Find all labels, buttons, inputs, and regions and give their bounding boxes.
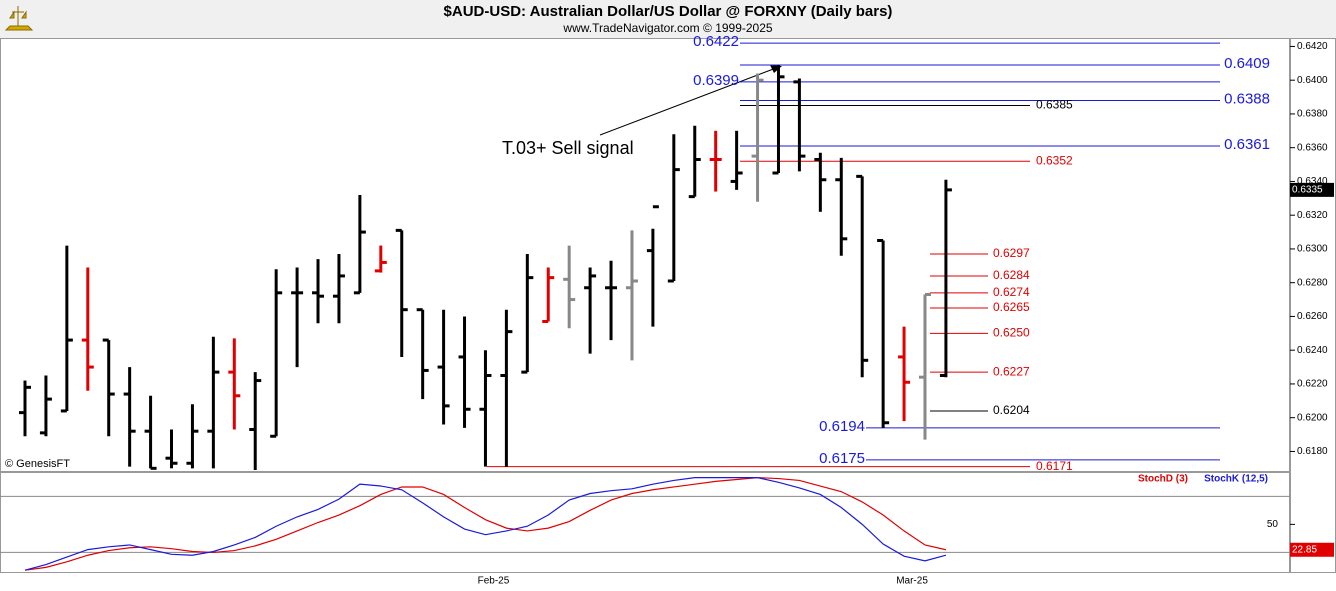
y-tick-label: 0.6280 — [1297, 277, 1328, 288]
arrow-head — [770, 65, 782, 73]
y-tick-label: 0.6420 — [1297, 41, 1328, 52]
level-label: 0.6422 — [693, 33, 739, 50]
y-tick-label: 0.6220 — [1297, 379, 1328, 390]
y-tick-label: 0.6320 — [1297, 210, 1328, 221]
price-pane — [0, 38, 1290, 472]
level-label: 0.6194 — [819, 418, 865, 435]
level-label: 0.6399 — [693, 72, 739, 89]
axis-area — [1290, 38, 1336, 573]
y-tick-label: 0.6400 — [1297, 75, 1328, 86]
stoch-line — [24, 477, 947, 571]
level-label: 0.6388 — [1224, 90, 1270, 107]
x-tick-label: Mar-25 — [896, 576, 928, 587]
level-label: 0.6409 — [1224, 55, 1270, 72]
y-tick-label: 0.6380 — [1297, 109, 1328, 120]
level-label: 0.6171 — [1036, 459, 1073, 473]
level-label: 0.6385 — [1036, 98, 1073, 112]
y-tick-label: 0.6200 — [1297, 412, 1328, 423]
title-bar — [0, 0, 1336, 38]
level-label: 0.6361 — [1224, 136, 1270, 153]
annotation: T.03+ Sell signal — [502, 138, 634, 158]
y-tick-label: 0.6240 — [1297, 345, 1328, 356]
legend-entry: StochD (3) — [1138, 474, 1188, 485]
chart-subtitle: www.TradeNavigator.com © 1999-2025 — [562, 21, 772, 35]
stoch-pane — [0, 472, 1290, 573]
watermark: © GenesisFT — [5, 458, 70, 470]
logo — [4, 6, 34, 31]
last-price-box — [1290, 182, 1334, 197]
y-tick-label: 0.6300 — [1297, 244, 1328, 255]
y-tick-label: 0.6260 — [1297, 311, 1328, 322]
y-tick-label: 0.6360 — [1297, 142, 1328, 153]
stoch-line — [24, 477, 947, 571]
y-tick-label: 50 — [1267, 519, 1279, 530]
x-tick-label: Feb-25 — [478, 576, 510, 587]
level-label: 0.6250 — [993, 325, 1030, 339]
annotation-arrow — [599, 67, 777, 136]
level-label: 0.6284 — [993, 268, 1030, 282]
level-label: 0.6352 — [1036, 153, 1073, 167]
level-label: 0.6297 — [993, 246, 1030, 260]
y-tick-label: 0.6340 — [1297, 176, 1328, 187]
last-stoch-label: 22.85 — [1292, 544, 1317, 555]
level-label: 0.6175 — [819, 450, 865, 467]
level-label: 0.6265 — [993, 300, 1030, 314]
legend-entry: StochK (12,5) — [1204, 474, 1268, 485]
level-label: 0.6274 — [993, 285, 1030, 299]
y-tick-label: 0.6180 — [1297, 446, 1328, 457]
last-stoch-box — [1290, 542, 1334, 557]
last-price-label: 0.6335 — [1292, 185, 1323, 196]
level-label: 0.6204 — [993, 403, 1030, 417]
level-label: 0.6227 — [993, 364, 1030, 378]
chart-title: $AUD-USD: Australian Dollar/US Dollar @ … — [444, 3, 893, 20]
